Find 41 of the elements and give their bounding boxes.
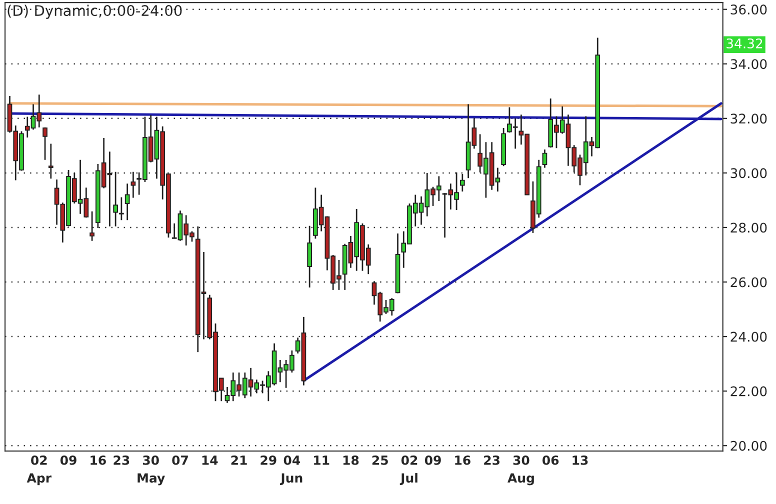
candlestick <box>119 196 124 221</box>
y-tick-label: 34.00 <box>730 59 767 70</box>
y-tick-label: 26.00 <box>730 277 767 288</box>
candlestick <box>307 225 312 288</box>
x-tick-label: 09 <box>424 455 441 465</box>
x-tick-label: 25 <box>372 455 388 465</box>
candlestick <box>124 182 130 221</box>
y-tick-label: 32.00 <box>730 114 767 124</box>
y-tick-label: 22.00 <box>730 386 767 396</box>
x-tick-label: 13 <box>572 455 588 465</box>
y-tick-label: 30.00 <box>730 168 767 178</box>
x-tick-label: 23 <box>484 455 500 465</box>
x-tick-label: 11 <box>314 456 330 465</box>
x-tick-label: 07 <box>172 455 188 465</box>
chart-title: (D) Dynamic,0:00-24:00 <box>8 4 182 19</box>
x-tick-label: 14 <box>202 456 218 465</box>
x-tick-label: 29 <box>260 455 276 465</box>
x-tick-label: 09 <box>60 455 76 465</box>
x-tick-label: 23 <box>114 455 130 465</box>
y-tick-label: 28.00 <box>730 222 767 233</box>
text: 34.32 <box>726 38 762 48</box>
x-tick-label: 06 <box>542 455 559 465</box>
candlestick <box>460 173 465 192</box>
x-tick-label: 02 Apr <box>26 455 52 486</box>
candlestick <box>42 126 48 161</box>
candlestick <box>90 210 94 242</box>
x-tick-label: 16 <box>455 455 470 465</box>
x-tick-label: 16 <box>90 455 106 465</box>
candlestick <box>113 171 118 228</box>
y-tick-label: 20.00 <box>730 440 767 451</box>
x-tick-label: 30 May <box>138 455 165 486</box>
y-tick-label: 36.00 <box>730 4 767 15</box>
candlestick <box>542 148 548 168</box>
y-tick-label: 24.00 <box>730 332 767 342</box>
x-tick-label: 21 <box>231 455 247 465</box>
x-tick-label: 04 Jun <box>280 455 302 486</box>
x-tick-label: 30 Aug <box>508 455 534 486</box>
candlestick <box>130 171 136 198</box>
x-tick-label: 18 <box>343 455 359 465</box>
x-tick-label: 02 Jul <box>400 455 418 486</box>
candlestick <box>48 143 54 180</box>
